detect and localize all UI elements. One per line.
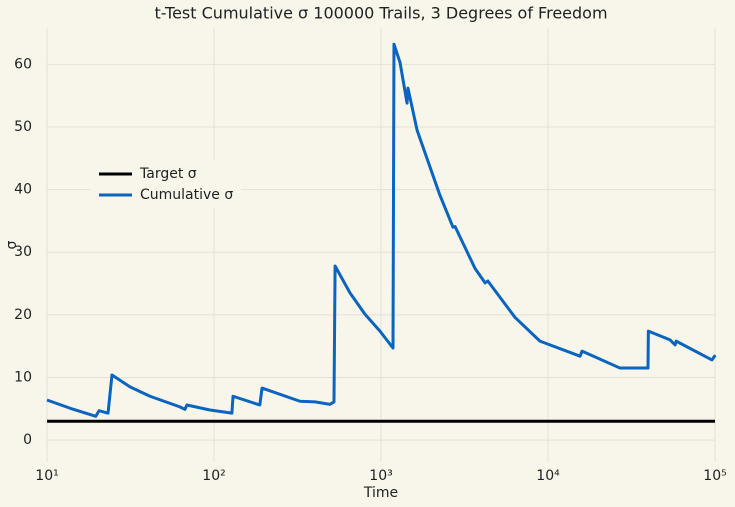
legend-label: Cumulative σ: [140, 187, 233, 203]
y-tick-label: 40: [14, 182, 32, 198]
x-tick-label: 10⁴: [536, 468, 560, 484]
y-tick-label: 20: [14, 307, 32, 323]
y-tick-label: 60: [14, 56, 32, 72]
series-line: [46, 42, 717, 418]
x-tick-label: 10³: [369, 468, 392, 484]
x-tick-label: 10¹: [35, 468, 58, 484]
y-tick-label: 10: [14, 369, 32, 385]
y-tick-label: 30: [14, 244, 32, 260]
chart-title: t-Test Cumulative σ 100000 Trails, 3 Deg…: [154, 4, 607, 23]
x-tick-label: 10²: [202, 468, 225, 484]
y-tick-label: 50: [14, 119, 32, 135]
x-axis-label: Time: [363, 485, 398, 501]
y-axis-label: σ: [4, 240, 20, 249]
y-tick-label: 0: [23, 432, 32, 448]
legend-box: [91, 160, 241, 208]
legend-label: Target σ: [139, 166, 197, 182]
x-tick-label: 10⁵: [703, 468, 726, 484]
